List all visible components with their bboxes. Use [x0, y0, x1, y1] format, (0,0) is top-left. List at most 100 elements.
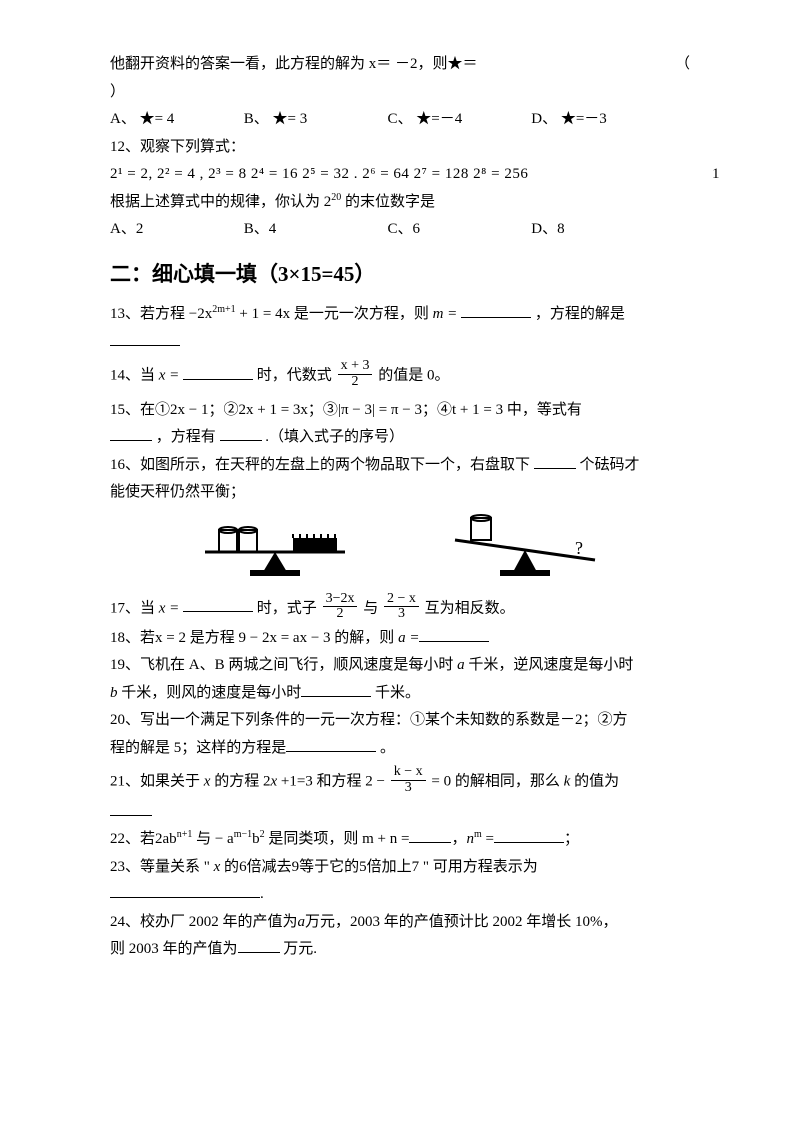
- q24-l2post: 万元.: [280, 941, 318, 957]
- q18-post: 的解，则: [331, 630, 399, 646]
- q17-f1: 3−2x2: [323, 592, 358, 622]
- q20-l2post: 。: [376, 740, 395, 756]
- opt-b: B、 ★= 3: [244, 107, 384, 133]
- q14: 14、当 x = 时，代数式 x + 3 2 的值是 0。: [110, 361, 690, 391]
- q17-f1d: 2: [323, 607, 358, 622]
- q20-line2: 程的解是 5；这样的方程是 。: [110, 736, 690, 762]
- q14-mid: 时，代数式: [257, 368, 332, 384]
- opt-a: A、 ★= 4: [110, 107, 240, 133]
- q21-m3: +1=3 和方程: [277, 774, 361, 790]
- q22-blank2: [494, 827, 564, 843]
- q19-line2: b 千米，则风的速度是每小时 千米。: [110, 681, 690, 707]
- q12-powers: 2¹ = 2, 2² = 4 , 2³ = 8 2⁴ = 16 2⁵ = 32 …: [110, 166, 528, 182]
- scale-left: [185, 512, 365, 582]
- q13-mid: 是一元一次方程，则: [294, 306, 429, 322]
- q22-pre: 22、若: [110, 831, 155, 847]
- q15-line2: ，方程有 .（填入式子的序号）: [110, 425, 690, 451]
- q16-figure: ?: [110, 512, 690, 582]
- q19-blank: [301, 681, 371, 697]
- q15-s1: ；②: [208, 402, 238, 418]
- q15-l2a: ，方程有: [156, 429, 216, 445]
- q15-pre: 15、在①: [110, 402, 170, 418]
- q23-blank: [110, 882, 260, 898]
- intro-line: 他翻开资料的答案一看，此方程的解为 x＝ －2，则★＝ （: [110, 52, 690, 78]
- q21-p1: 的解相同，那么: [455, 774, 564, 790]
- q15-blank2: [220, 425, 262, 441]
- intro-paren-close: ）: [110, 80, 690, 106]
- q12-d: D、8: [531, 217, 651, 243]
- q22-t1e: n+1: [177, 829, 193, 840]
- q23-blank-row: .: [110, 882, 690, 908]
- opt-d: D、 ★=－3: [531, 107, 651, 133]
- q18-blank: [419, 626, 489, 642]
- q12-side-num: 1: [712, 162, 720, 188]
- q23-6: 6: [239, 859, 247, 875]
- q17-pre: 17、当: [110, 600, 155, 616]
- q12-options: A、2 B、4 C、6 D、8: [110, 217, 690, 243]
- q12-prompt-pre: 根据上述算式中的规律，你认为 2: [110, 194, 331, 210]
- q23-t4: 倍加上: [367, 859, 412, 875]
- intro-text: 他翻开资料的答案一看，此方程的解为 x＝ －2，则★＝: [110, 56, 478, 72]
- q13-expr-post: + 1 = 4x: [236, 306, 290, 322]
- q19-l2post: 千米。: [371, 685, 420, 701]
- q17-blank: [183, 596, 253, 612]
- q21-fd: 3: [391, 781, 426, 796]
- q20-line1: 20、写出一个满足下列条件的一元一次方程：①某个未知数的系数是－2；②方: [110, 708, 690, 734]
- q22-t2a: − a: [215, 831, 234, 847]
- q23: 23、等量关系 " x 的6倍减去9等于它的5倍加上7 " 可用方程表示为: [110, 855, 690, 881]
- q23-t1: 的: [224, 859, 239, 875]
- q22-t2e1: m−1: [234, 829, 252, 840]
- scale-question-mark: ?: [575, 538, 583, 558]
- q12-exp: 20: [331, 192, 341, 203]
- q18-var: a =: [398, 630, 419, 646]
- q15-l2b: .（填入式子的序号）: [265, 429, 404, 445]
- q21-m1: 的方程 2: [214, 774, 270, 790]
- q15-blank1: [110, 425, 152, 441]
- q24-mid: 万元，2003 年的产值预计比 2002 年增长 10%，: [305, 914, 618, 930]
- q13-blank2-row: [110, 330, 690, 356]
- q22-nvar: n: [467, 831, 475, 847]
- q14-blank: [183, 364, 253, 380]
- q16-post: 个砝码才: [580, 457, 640, 473]
- q12-powers-row: 2¹ = 2, 2² = 4 , 2³ = 8 2⁴ = 16 2⁵ = 32 …: [110, 162, 690, 188]
- q24-blank: [238, 937, 280, 953]
- q15-e1: 2x − 1: [170, 402, 208, 418]
- q17-f1n: 3−2x: [323, 592, 358, 608]
- q16-blank: [534, 453, 576, 469]
- q22-t1a: 2ab: [155, 831, 177, 847]
- q18-e1: x = 2: [155, 630, 186, 646]
- q18-mid: 是方程: [186, 630, 239, 646]
- q19-line1: 19、飞机在 A、B 两城之间飞行，顺风速度是每小时 a 千米，逆风速度是每小时: [110, 653, 690, 679]
- q18-pre: 18、若: [110, 630, 155, 646]
- q23-9: 9: [292, 859, 300, 875]
- q19-l2pre: 千米，则风的速度是每小时: [118, 685, 302, 701]
- q13-tail: ，方程的解是: [535, 306, 625, 322]
- q14-den: 2: [338, 375, 373, 390]
- q19-mid: 千米，逆风速度是每小时: [465, 657, 634, 673]
- scale-right: ?: [435, 512, 615, 582]
- q19-pre: 19、飞机在 A、B 两城之间飞行，顺风速度是每小时: [110, 657, 457, 673]
- q24-a: a: [298, 914, 306, 930]
- q16-pre: 16、如图所示，在天秤的左盘上的两个物品取下一个，右盘取下: [110, 457, 530, 473]
- q13-var: m =: [433, 306, 458, 322]
- q12-title: 12、观察下列算式：: [110, 135, 690, 161]
- q23-5: 5: [359, 859, 367, 875]
- q13-blank2: [110, 330, 180, 346]
- q15-post: 中，等式有: [503, 402, 582, 418]
- q12-b: B、4: [244, 217, 384, 243]
- q14-num: x + 3: [338, 359, 373, 375]
- q21-fn: k − x: [391, 765, 426, 781]
- paren-open: （: [675, 52, 690, 78]
- q19-b: b: [110, 685, 118, 701]
- q23-x: x: [210, 859, 224, 875]
- q23-7: 7: [412, 859, 420, 875]
- q22-comma: ，: [451, 831, 466, 847]
- q24-l2pre: 则 2003 年的产值为: [110, 941, 238, 957]
- q17-mid: 时，式子: [257, 600, 317, 616]
- q21: 21、如果关于 x 的方程 2x +1=3 和方程 2 − k − x3 = 0…: [110, 767, 690, 797]
- q18-e2: 9 − 2x = ax − 3: [239, 630, 331, 646]
- q19-a: a: [457, 657, 465, 673]
- q22-blank1: [409, 827, 451, 843]
- q14-var: x =: [159, 368, 180, 384]
- q22: 22、若2abn+1 与 − am−1b2 是同类项，则 m + n =，nm …: [110, 827, 690, 853]
